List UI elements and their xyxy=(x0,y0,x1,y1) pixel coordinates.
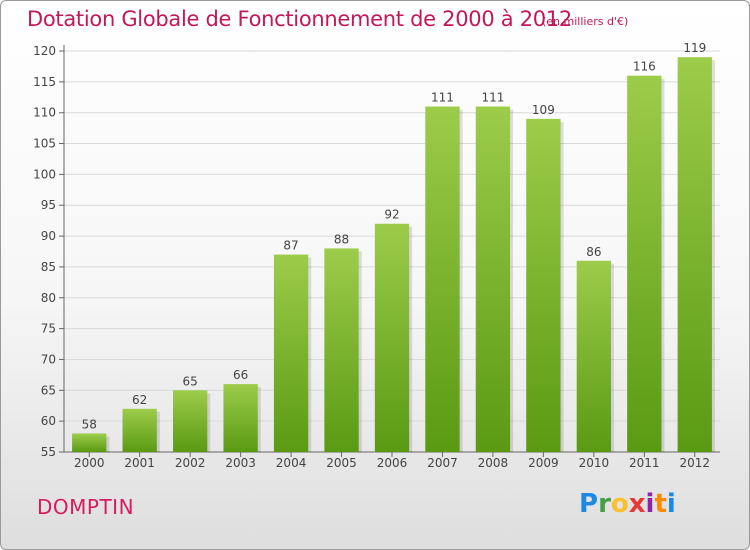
data-label: 86 xyxy=(586,245,601,259)
y-tick-label: 90 xyxy=(41,229,56,243)
x-tick-label: 2003 xyxy=(225,456,256,470)
x-tick-label: 2010 xyxy=(579,456,610,470)
data-label: 58 xyxy=(82,417,97,431)
y-tick-label: 75 xyxy=(41,322,56,336)
bar xyxy=(374,223,410,452)
x-tick-label: 2000 xyxy=(74,456,105,470)
y-tick-label: 70 xyxy=(41,352,56,366)
y-tick-label: 85 xyxy=(41,260,56,274)
data-label: 119 xyxy=(683,41,706,55)
x-tick-label: 2002 xyxy=(175,456,206,470)
y-tick-label: 105 xyxy=(33,137,56,151)
data-label: 111 xyxy=(431,91,454,105)
proxiti-logo[interactable]: Proxiti xyxy=(579,489,676,519)
y-tick-label: 110 xyxy=(33,106,56,120)
x-tick-label: 2005 xyxy=(326,456,357,470)
y-tick-label: 100 xyxy=(33,167,56,181)
y-tick-label: 60 xyxy=(41,414,56,428)
bars xyxy=(72,57,715,453)
bar xyxy=(122,408,157,452)
data-label: 65 xyxy=(183,374,198,388)
bar xyxy=(627,75,662,452)
data-label: 88 xyxy=(334,232,349,246)
y-tick-label: 120 xyxy=(33,44,56,58)
bar xyxy=(324,248,359,452)
x-tick-label: 2009 xyxy=(528,456,559,470)
commune-name: DOMPTIN xyxy=(37,495,135,519)
bar xyxy=(72,433,107,452)
bar xyxy=(273,254,309,452)
x-tick-label: 2008 xyxy=(478,456,509,470)
y-tick-label: 115 xyxy=(33,75,56,89)
data-label: 66 xyxy=(233,368,248,382)
data-label: 116 xyxy=(633,60,656,74)
bar xyxy=(526,118,561,452)
bar xyxy=(223,384,258,452)
data-label: 87 xyxy=(283,239,298,253)
data-label: 62 xyxy=(132,393,147,407)
chart-subtitle: (en milliers d'€) xyxy=(542,15,629,28)
x-tick-label: 2007 xyxy=(427,456,458,470)
bar xyxy=(475,106,511,453)
y-tick-label: 65 xyxy=(41,383,56,397)
bar xyxy=(576,260,612,452)
x-tick-label: 2004 xyxy=(276,456,307,470)
x-tick-label: 2012 xyxy=(679,456,710,470)
y-tick-label: 95 xyxy=(41,198,56,212)
bar xyxy=(677,57,712,453)
data-label: 111 xyxy=(481,91,504,105)
x-tick-label: 2001 xyxy=(124,456,155,470)
y-tick-label: 80 xyxy=(41,291,56,305)
x-tick-label: 2011 xyxy=(629,456,660,470)
bar xyxy=(172,390,208,452)
bar xyxy=(425,106,460,453)
x-tick-label: 2006 xyxy=(377,456,408,470)
data-label: 92 xyxy=(384,208,399,222)
chart-title: Dotation Globale de Fonctionnement de 20… xyxy=(27,7,572,31)
data-labels: 58 62 65 66 87 88 92 111 111 109 86 116 119 xyxy=(82,41,707,431)
y-tick-label: 55 xyxy=(41,445,56,459)
data-label: 109 xyxy=(532,103,555,117)
